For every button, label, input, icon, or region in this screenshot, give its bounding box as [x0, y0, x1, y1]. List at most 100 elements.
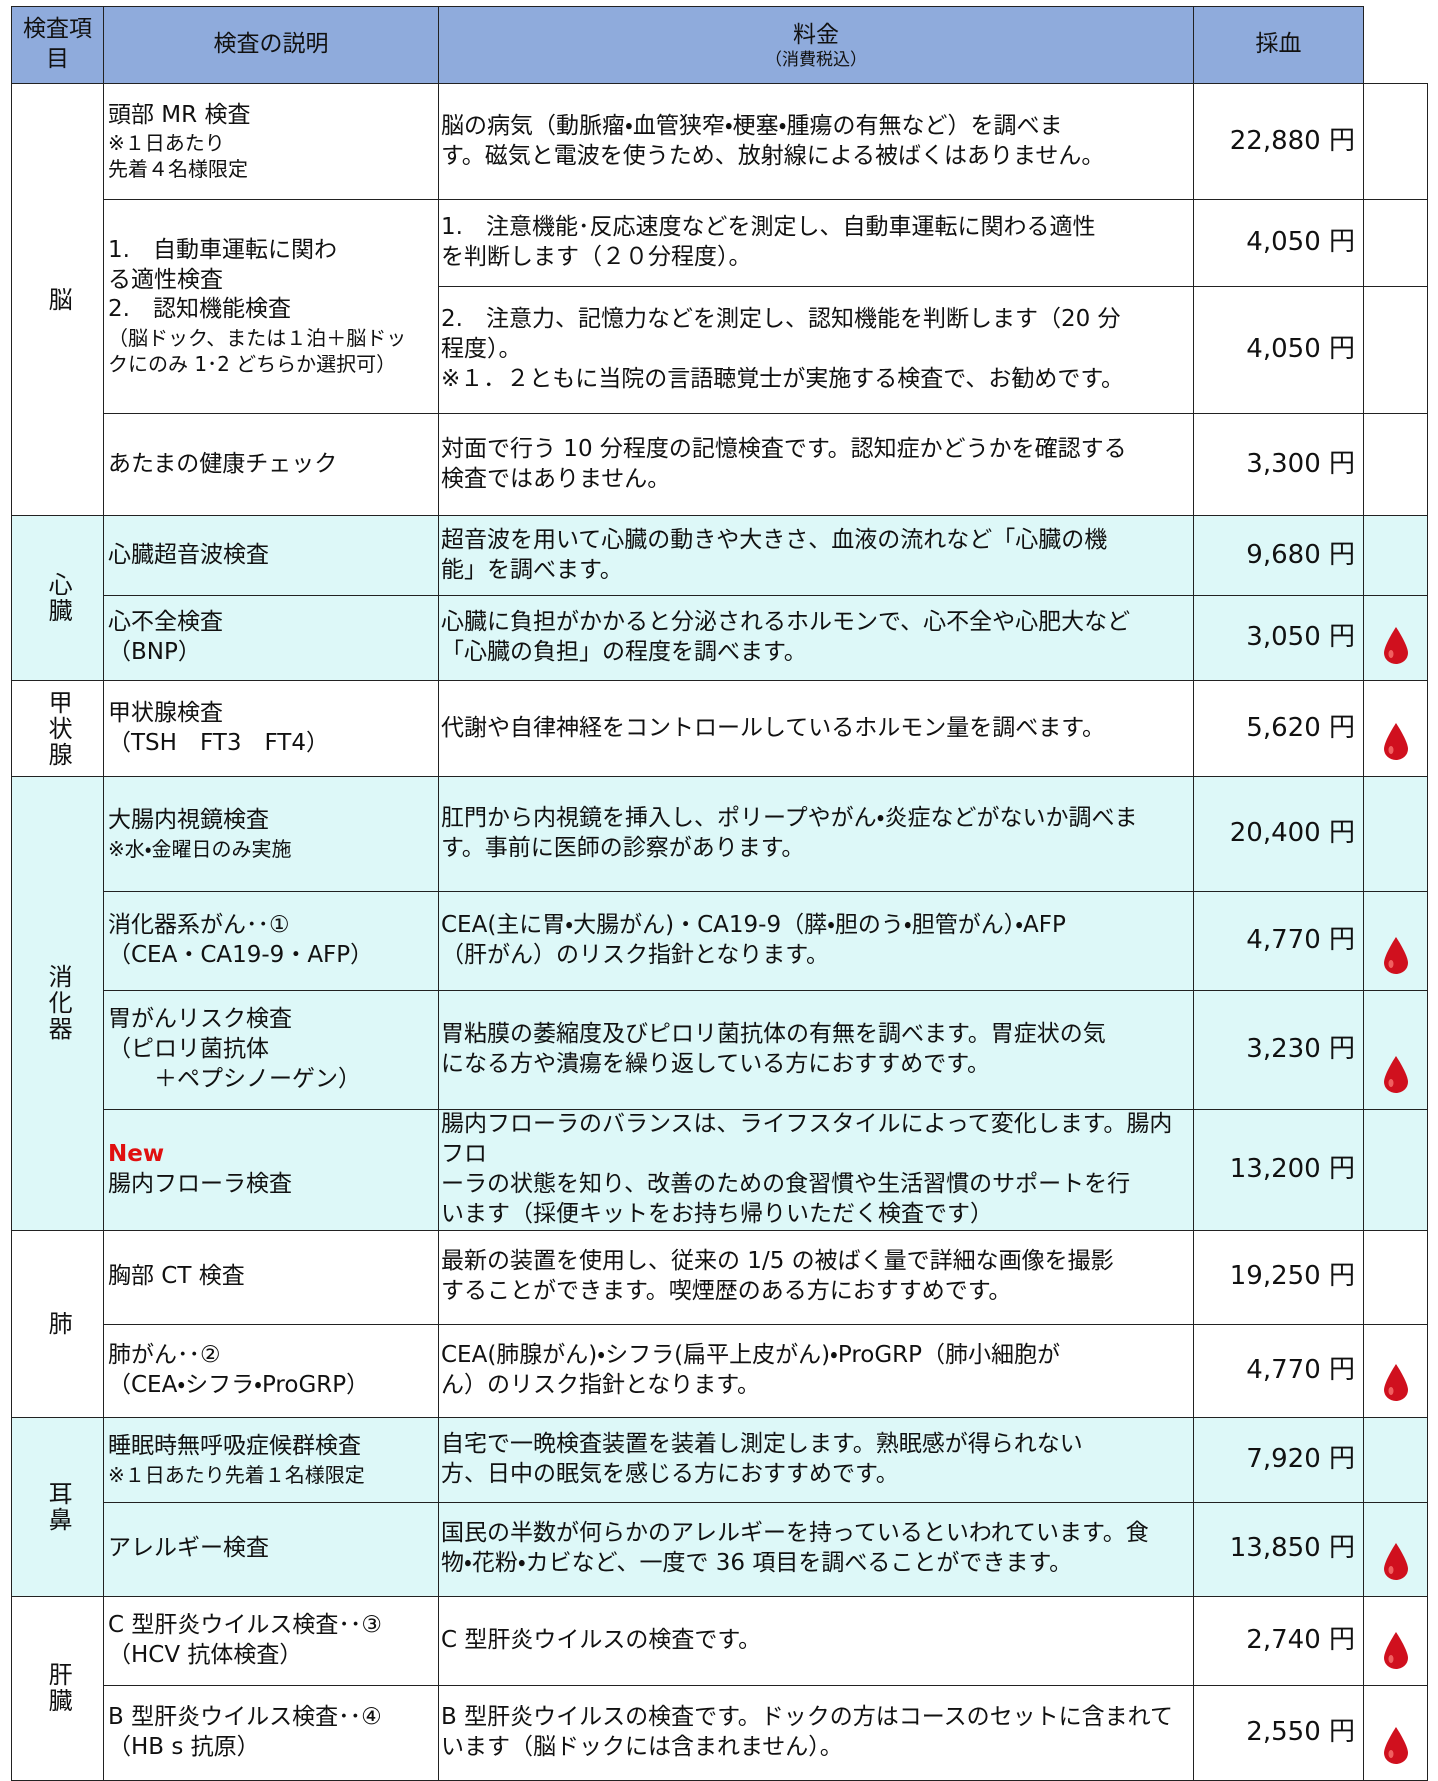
price: 4,050 円: [1193, 199, 1364, 287]
item-line: 消化器系がん･･①: [108, 912, 290, 939]
description-line: ん）のリスク指針となります。: [441, 1371, 761, 1398]
exam-row: 耳鼻 睡眠時無呼吸症候群検査 ※１日あたり先着１名様限定 自宅で一晩検査装置を装着し測…: [11, 1416, 1428, 1597]
item: 消化器系がん･･① （CEA・CA19-9・AFP）: [103, 891, 439, 991]
description-line: ーラの状態を知り、改善のための食習慣や生活習慣のサポートを行: [441, 1170, 1131, 1197]
item-line: （CEA・シフラ・ProGRP）: [108, 1371, 370, 1398]
item: B 型肝炎ウイルス検査･･④ （HB s 抗原）: [103, 1684, 439, 1781]
item-line: る適性検査: [108, 266, 223, 293]
item-line: （CEA・CA19-9・AFP）: [108, 942, 374, 968]
category-text: 肝臓: [44, 1662, 73, 1715]
item-line: ＋ペプシノーゲン）: [108, 1065, 361, 1092]
description-line: CEA(肺腺がん)・シフラ(扁平上皮がん)・ProGRP（肺小細胞が: [441, 1341, 1061, 1368]
description-line: C 型肝炎ウイルスの検査です。: [441, 1626, 762, 1653]
blood-cell: [1363, 595, 1428, 681]
blood-cell: [1363, 515, 1428, 596]
price: 13,850 円: [1193, 1501, 1364, 1597]
description-line: B 型肝炎ウイルスの検査です。ドックの方はコースのセットに含まれて: [441, 1703, 1173, 1730]
item-line: （BNP）: [108, 639, 201, 665]
description: 腸内フローラのバランスは、ライフスタイルによって変化します。腸内フロ ーラの状態を…: [438, 1109, 1194, 1231]
item: 甲状腺検査 （TSH FT3 FT4）: [103, 680, 439, 777]
table-body: 脳 頭部 MR 検査 ※１日あたり 先着４名様限定 脳の病気（動脈瘤・血管狭窄・梗塞・腫…: [11, 83, 1428, 1781]
description-line: 2. 注意力、記憶力などを測定し、認知機能を判断します（20 分: [441, 306, 1121, 333]
description-line: 物・花粉・カビなど、一度で 36 項目を調べることができます。: [441, 1550, 1073, 1577]
description-line: 1. 注意機能･反応速度などを測定し、自動車運転に関わる適性: [441, 214, 1096, 241]
exam-row: 肺がん･･② （CEA・シフラ・ProGRP） CEA(肺腺がん)・シフラ(扁平上皮…: [11, 1323, 1428, 1418]
exam-row: 脳 頭部 MR 検査 ※１日あたり 先着４名様限定 脳の病気（動脈瘤・血管狭窄・梗塞・腫…: [11, 83, 1428, 516]
description-line: 「心臓の負担」の程度を調べます。: [441, 639, 807, 665]
description: 肛門から内視鏡を挿入し、ポリープやがん・炎症などがないか調べま す。事前に医師の診…: [438, 776, 1194, 892]
description-line: になる方や潰瘍を繰り返している方におすすめです。: [441, 1051, 991, 1077]
category-text: 肺: [44, 1310, 73, 1337]
blood-cell: [1363, 1323, 1428, 1418]
item-note: クにのみ 1･2 どちらか選択可）: [108, 352, 397, 377]
price: 3,050 円: [1193, 595, 1364, 681]
description: CEA(肺腺がん)・シフラ(扁平上皮がん)・ProGRP（肺小細胞が ん）のリスク…: [438, 1323, 1194, 1418]
exam-row: B 型肝炎ウイルス検査･･④ （HB s 抗原） B 型肝炎ウイルスの検査です。ドッ…: [11, 1684, 1428, 1781]
price: 13,200 円: [1193, 1109, 1364, 1231]
item-line: 甲状腺検査: [108, 699, 223, 726]
item: 肺がん･･② （CEA・シフラ・ProGRP）: [103, 1323, 439, 1418]
exam-row: 肺 胸部 CT 検査 最新の装置を使用し、従来の 1/5 の被ばく量で詳細な画像を撮…: [11, 1229, 1428, 1418]
description-line: CEA(主に胃・大腸がん)・CA19-9（膵・胆のう・胆管がん）・AFP: [441, 912, 1066, 939]
blood-drop: [1383, 1631, 1408, 1669]
exam-row: 消化器系がん･･① （CEA・CA19-9・AFP） CEA(主に胃・大腸がん)・C…: [11, 891, 1428, 991]
exam-row: 心不全検査 （BNP） 心臓に負担がかかると分泌されるホルモンで、心不全や心肥大など…: [11, 595, 1428, 681]
description-line: 能」を調べます。: [441, 556, 623, 583]
exam-row: New 腸内フローラ検査 腸内フローラのバランスは、ライフスタイルによって変化します…: [11, 1109, 1428, 1231]
item-line: 腸内フローラ検査: [108, 1170, 292, 1197]
category-text: 甲状腺: [44, 689, 73, 768]
exam-row: あたまの健康チェック 対面で行う 10 分程度の記憶検査です。認知症かどうかを確認…: [11, 413, 1428, 516]
item: 胃がんリスク検査 （ピロリ菌抗体 ＋ペプシノーゲン）: [103, 990, 439, 1110]
exam-row: アレルギー検査 国民の半数が何らかのアレルギーを持っているといわれています。食 物・…: [11, 1501, 1428, 1597]
description-line: を判断します（２０分程度）。: [441, 244, 752, 270]
price: 4,050 円: [1193, 286, 1364, 414]
item-line: （ピロリ菌抗体: [108, 1036, 269, 1063]
description-line: 程度）。: [441, 336, 522, 363]
description-line: 最新の装置を使用し、従来の 1/5 の被ばく量で詳細な画像を撮影: [441, 1248, 1114, 1275]
blood-drop: [1383, 1726, 1408, 1764]
price-title: 料金: [793, 21, 839, 48]
blood-cell: [1363, 990, 1428, 1110]
description: 超音波を用いて心臓の動きや大きさ、血液の流れなど「心臓の機 能」を調べます。: [438, 515, 1194, 596]
price-note: （消費税込）: [765, 49, 867, 70]
blood-cell: [1363, 1501, 1428, 1597]
item: あたまの健康チェック: [103, 413, 439, 516]
item-line: 肺がん･･②: [108, 1341, 221, 1368]
blood-cell: [1363, 286, 1428, 414]
description-line: （肝がん）のリスク指針となります。: [441, 942, 830, 968]
blood-drop: [1383, 1363, 1408, 1401]
description: 対面で行う 10 分程度の記憶検査です。認知症かどうかを確認する 検査ではありませ…: [438, 413, 1194, 516]
description-line: 自宅で一晩検査装置を装着し測定します。熟眠感が得られない: [441, 1430, 1083, 1457]
item: C 型肝炎ウイルス検査･･③ （HCV 抗体検査）: [103, 1595, 439, 1686]
item: アレルギー検査: [103, 1501, 439, 1597]
price: 19,250 円: [1193, 1229, 1364, 1325]
category-text: 耳鼻: [44, 1480, 73, 1533]
item-line: 睡眠時無呼吸症候群検査: [108, 1432, 361, 1459]
exam-row: 消化器 大腸内視鏡検査 ※水・金曜日のみ実施 肛門から内視鏡を挿入し、ポリープやがん・…: [11, 776, 1428, 1231]
header-blood: 採血: [1193, 6, 1364, 84]
item-line: 大腸内視鏡検査: [108, 807, 269, 834]
price: 9,680 円: [1193, 515, 1364, 596]
blood-drop: [1383, 937, 1408, 975]
price: 4,770 円: [1193, 891, 1364, 991]
item-line: 胃がんリスク検査: [108, 1006, 292, 1033]
description: 最新の装置を使用し、従来の 1/5 の被ばく量で詳細な画像を撮影 することができま…: [438, 1229, 1194, 1325]
blood-cell: [1363, 891, 1428, 991]
description-line: 対面で行う 10 分程度の記憶検査です。認知症かどうかを確認する: [441, 435, 1127, 462]
item: 大腸内視鏡検査 ※水・金曜日のみ実施: [103, 776, 439, 892]
description: 代謝や自律神経をコントロールしているホルモン量を調べます。: [438, 680, 1194, 777]
item-note: （脳ドック、または１泊＋脳ドッ: [108, 326, 407, 351]
description-line: 検査ではありません。: [441, 465, 671, 492]
exam-row: 1. 自動車運転に関わ る適性検査 2. 認知機能検査 （脳ドック、または１泊＋脳ドッ…: [11, 199, 1428, 414]
item-line: 心臓超音波検査: [108, 541, 269, 568]
description: 1. 注意機能･反応速度などを測定し、自動車運転に関わる適性 を判断します（２０分…: [438, 199, 1194, 287]
blood-cell: [1363, 1229, 1428, 1325]
item-line: 2. 認知機能検査: [108, 296, 291, 323]
description: 国民の半数が何らかのアレルギーを持っているといわれています。食 物・花粉・カビなど…: [438, 1501, 1194, 1597]
category-text: 消化器: [44, 964, 73, 1043]
price: 2,550 円: [1193, 1684, 1364, 1781]
item-line: 1. 自動車運転に関わ: [108, 236, 337, 263]
category: 耳鼻: [11, 1416, 104, 1597]
blood-cell: [1363, 83, 1428, 200]
item: 頭部 MR 検査 ※１日あたり 先着４名様限定: [103, 83, 439, 200]
